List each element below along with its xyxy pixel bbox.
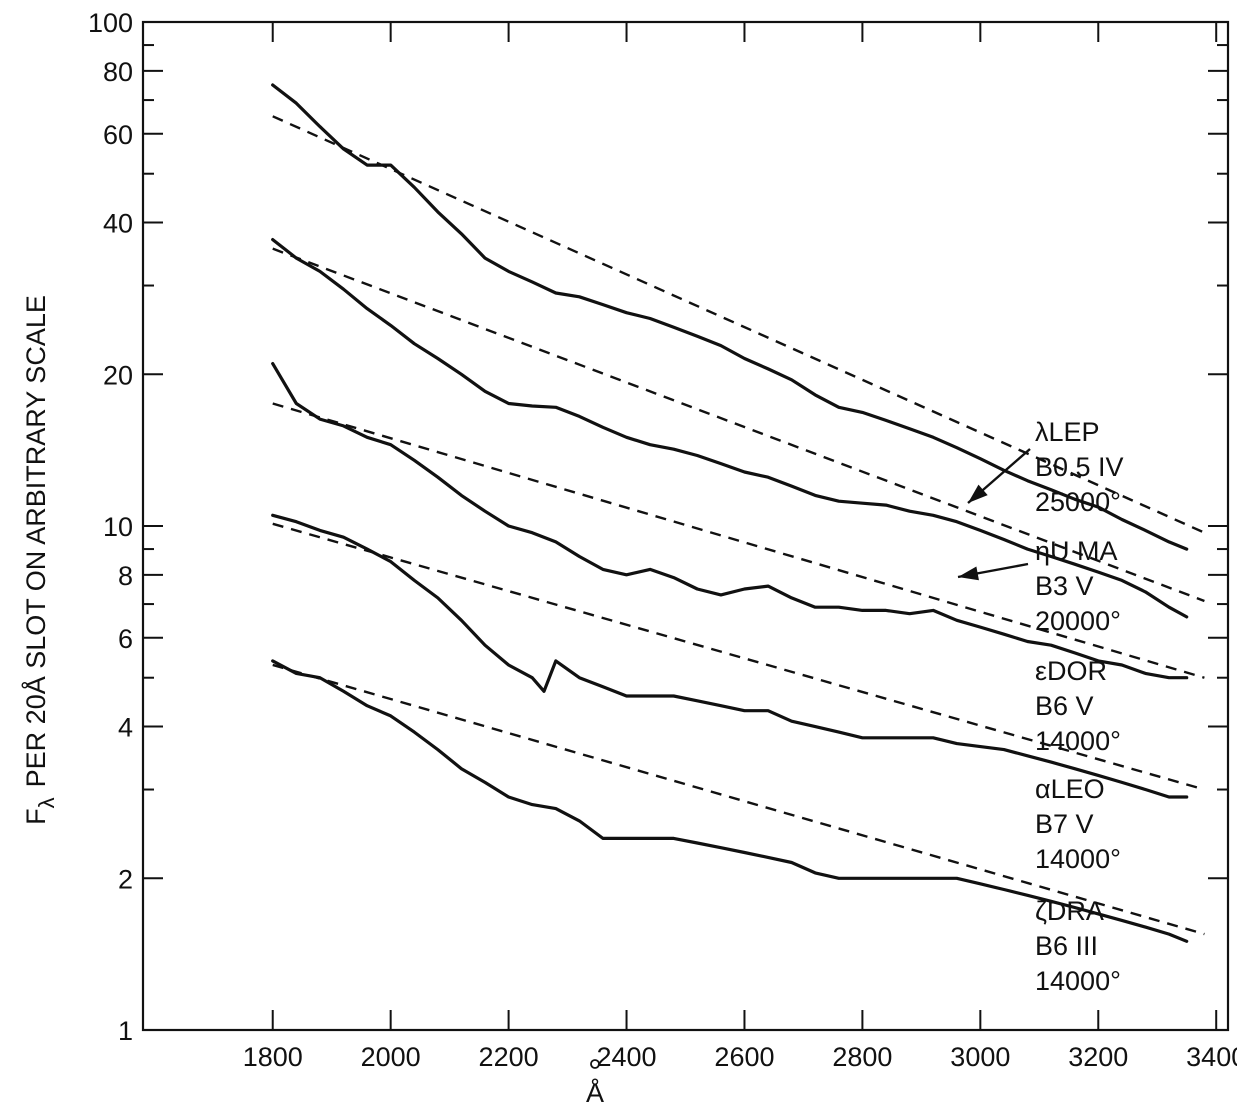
y-tick-label: 80 (103, 57, 133, 87)
star-label-line: ηU MA (1035, 536, 1118, 566)
label-alpha-leo: αLEO B7 V 14000° (1035, 774, 1121, 874)
star-label-line: ζDRA (1035, 896, 1104, 926)
star-label-line: λLEP (1035, 417, 1100, 447)
label-zeta-dra: ζDRA B6 III 14000° (1035, 896, 1121, 996)
observed-flux-line (271, 659, 1189, 943)
pointer-arrow-head (968, 484, 988, 503)
blackbody-fit-line (272, 663, 1205, 936)
label-eta-uma: ηU MA B3 V 20000° (1035, 536, 1121, 636)
star-label-line: B6 V (1035, 691, 1094, 721)
y-tick-label: 60 (103, 120, 133, 150)
star-label-line: B7 V (1035, 809, 1094, 839)
label-lambda-lep: λLEP B0.5 IV 25000° (1035, 417, 1124, 517)
y-tick-label: 8 (118, 561, 133, 591)
x-tick-label: 2000 (361, 1042, 421, 1072)
y-axis-label-text: FλPER 20Å SLOT ON ARBITRARY SCALE (20, 295, 59, 825)
star-label-line: B6 III (1035, 931, 1098, 961)
star-label-line: 20000° (1035, 606, 1121, 636)
angstrom-ring (590, 1059, 600, 1069)
star-label-line: αLEO (1035, 774, 1105, 804)
x-tick-label: 2400 (596, 1042, 656, 1072)
observed-flux-line (271, 83, 1189, 551)
star-label-line: B3 V (1035, 571, 1094, 601)
observed-flux-line (271, 513, 1189, 799)
y-tick-label: 1 (118, 1016, 133, 1046)
y-axis-label: FλPER 20Å SLOT ON ARBITRARY SCALE (20, 295, 59, 825)
blackbody-fit-line (272, 402, 1205, 679)
observed-flux-line (271, 238, 1189, 619)
x-tick-label: 3000 (950, 1042, 1010, 1072)
star-label-line: B0.5 IV (1035, 452, 1124, 482)
blackbody-fit-line (272, 522, 1205, 791)
star-label-line: εDOR (1035, 656, 1107, 686)
star-label-line: 14000° (1035, 844, 1121, 874)
observed-flux-line (271, 362, 1189, 680)
series-lambda-lep (271, 83, 1205, 551)
pointer-arrow-head (958, 566, 979, 581)
series-eta-uma (271, 238, 1205, 619)
x-tick-label: 3400 (1186, 1042, 1237, 1072)
y-tick-label: 6 (118, 624, 133, 654)
y-tick-label: 100 (88, 8, 133, 38)
x-tick-label: 2800 (832, 1042, 892, 1072)
series-epsilon-dor (271, 362, 1205, 680)
y-tick-label: 2 (118, 864, 133, 894)
y-tick-label: 4 (118, 713, 133, 743)
x-tick-label: 3200 (1068, 1042, 1128, 1072)
star-label-line: 14000° (1035, 966, 1121, 996)
x-axis-label: Å (586, 1077, 604, 1108)
label-epsilon-dor: εDOR B6 V 14000° (1035, 656, 1121, 756)
star-labels: λLEP B0.5 IV 25000° ηU MA B3 V 20000° εDOR B6 V… (957, 417, 1124, 996)
pointer-arrow (957, 562, 1029, 581)
pointer-arrow (967, 448, 1031, 504)
y-tick-label: 40 (103, 209, 133, 239)
x-tick-label: 2200 (479, 1042, 539, 1072)
x-tick-label: 1800 (243, 1042, 303, 1072)
star-label-line: 25000° (1035, 487, 1121, 517)
star-label-line: 14000° (1035, 726, 1121, 756)
y-tick-label: 10 (103, 512, 133, 542)
y-tick-label: 20 (103, 360, 133, 390)
series-alpha-leo (271, 513, 1205, 799)
axis-ticks: 1800 2000 2200 2400 2600 2800 3000 3200 3400 1 2 4 6… (88, 8, 1237, 1072)
blackbody-fit-line (272, 247, 1205, 603)
series-zeta-dra (271, 659, 1205, 943)
x-tick-label: 2600 (714, 1042, 774, 1072)
series-layer (271, 83, 1205, 943)
